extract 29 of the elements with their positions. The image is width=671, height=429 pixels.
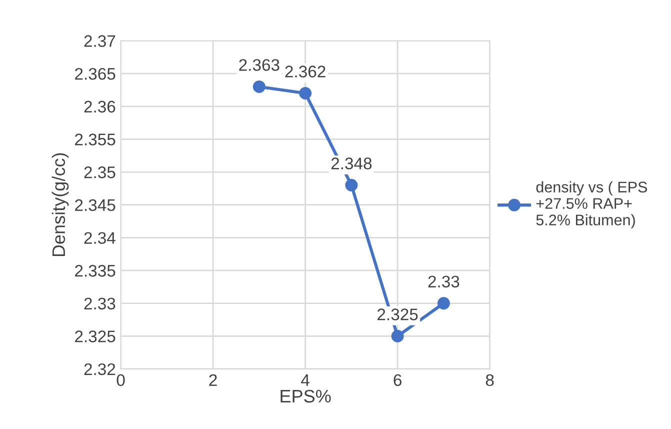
y-tick-label: 2.35 (84, 166, 116, 178)
data-label: 2.33 (428, 276, 460, 288)
y-tick-label: 2.335 (75, 264, 116, 277)
data-label: 2.363 (239, 59, 280, 71)
point (252, 80, 266, 93)
x-tick-label: 6 (394, 374, 402, 386)
x-tick-label: 8 (486, 374, 494, 386)
data-label: 2.362 (285, 66, 326, 78)
data-label: 2.325 (378, 308, 418, 320)
point (345, 178, 358, 192)
y-tick-label: 2.345 (75, 199, 116, 212)
y-tick-label: 2.355 (75, 134, 116, 146)
y-tick-label: 2.325 (75, 330, 116, 342)
x-tick-label: 4 (301, 374, 310, 386)
y-axis-title: Density(g/cc) (52, 153, 69, 256)
point (299, 87, 312, 100)
data-label: 2.348 (331, 158, 372, 170)
y-tick-label: 2.33 (84, 298, 116, 310)
x-axis-title: EPS% (280, 390, 331, 403)
x-tick-label: 2 (209, 374, 217, 386)
point (391, 330, 404, 342)
y-tick-label: 2.34 (84, 232, 116, 244)
y-tick-label: 2.32 (84, 363, 116, 376)
y-tick-label: 2.365 (75, 68, 116, 80)
legend-label: density vs ( EPS +27.5% RAP+ 5.2% Bitumen) (536, 181, 648, 228)
point (437, 297, 450, 310)
y-tick-label: 2.36 (84, 100, 116, 113)
y-tick-label: 2.37 (84, 35, 116, 47)
x-tick-label: 0 (116, 374, 125, 386)
